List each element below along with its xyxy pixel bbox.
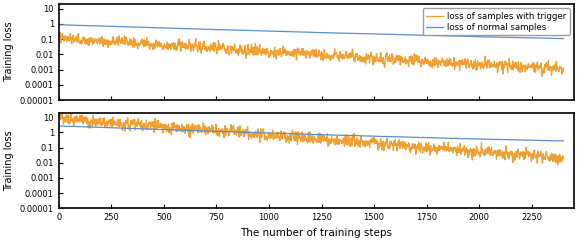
Y-axis label: Training loss: Training loss [4,130,14,191]
loss of samples with trigger [69,121,76,124]
loss of samples with trigger [69,37,76,40]
loss of samples with trigger [57,31,64,34]
loss of samples with trigger [125,42,132,45]
loss of normal samples [110,25,117,28]
loss of normal samples [560,139,567,142]
loss of samples with trigger [483,149,490,152]
loss of samples with trigger [94,122,101,125]
loss of samples with trigger [560,67,567,69]
loss of normal samples [284,132,291,135]
loss of normal samples [125,25,132,28]
loss of normal samples [94,126,101,129]
loss of samples with trigger [538,75,545,78]
loss of normal samples [69,24,76,27]
loss of samples with trigger [284,135,291,138]
Line: loss of samples with trigger: loss of samples with trigger [59,32,564,76]
loss of samples with trigger [284,51,291,54]
loss of normal samples [55,23,62,26]
loss of samples with trigger [94,39,101,42]
loss of normal samples [55,124,62,127]
loss of samples with trigger [554,164,561,166]
loss of samples with trigger [55,116,62,119]
loss of samples with trigger [111,41,118,44]
Legend: loss of samples with trigger, loss of normal samples: loss of samples with trigger, loss of no… [423,8,569,35]
Line: loss of normal samples: loss of normal samples [59,126,564,141]
loss of normal samples [483,138,490,141]
loss of samples with trigger [125,127,132,130]
X-axis label: The number of training steps: The number of training steps [240,228,392,238]
loss of samples with trigger [55,37,62,39]
Y-axis label: Training loss: Training loss [4,22,14,83]
loss of normal samples [125,127,132,130]
loss of samples with trigger [59,111,66,114]
loss of normal samples [284,30,291,33]
loss of samples with trigger [111,122,118,125]
loss of normal samples [94,24,101,27]
loss of normal samples [110,126,117,129]
Line: loss of samples with trigger: loss of samples with trigger [59,113,564,165]
loss of samples with trigger [483,63,490,66]
loss of samples with trigger [560,156,567,159]
loss of normal samples [483,35,490,38]
loss of normal samples [560,37,567,40]
loss of normal samples [69,125,76,128]
Line: loss of normal samples: loss of normal samples [59,25,564,38]
